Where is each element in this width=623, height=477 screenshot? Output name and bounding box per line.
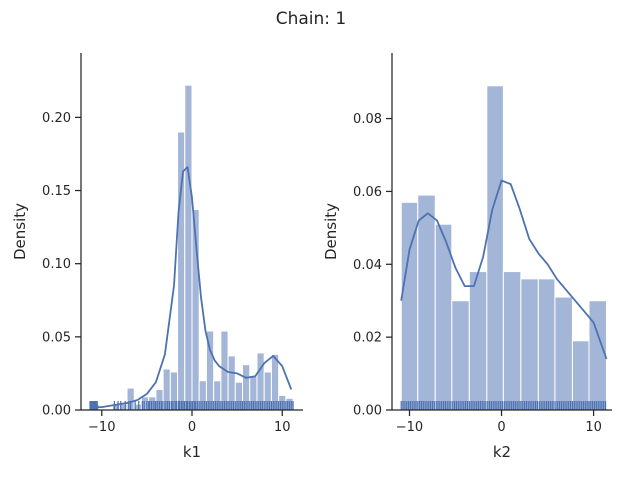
chart-left-rug xyxy=(89,401,294,410)
chart-left-bar-13 xyxy=(184,84,193,411)
chart-left-xtick-label-0: −10 xyxy=(88,420,115,435)
chart-right-xtick-label-1: 0 xyxy=(497,420,505,435)
chart-right-bar-9 xyxy=(554,296,573,411)
chart-right-ylabel: Density xyxy=(322,203,340,260)
chart-right-xtick-label-2: 10 xyxy=(585,420,602,435)
chart-right-ytick-label-0: 0.00 xyxy=(353,404,382,419)
chart-left-ytick-label-4: 0.20 xyxy=(42,111,71,126)
chart-right-bar-4 xyxy=(468,271,488,411)
chart-left-ylabel: Density xyxy=(11,203,29,260)
chart-right-bar-11 xyxy=(588,300,607,411)
chart-right-kde-line xyxy=(400,179,608,360)
chart-left-bar-12 xyxy=(177,131,186,411)
chart-right-bar-8 xyxy=(537,278,556,411)
chart-left-kde-line xyxy=(92,166,293,409)
chart-left-xlabel: k1 xyxy=(183,443,201,461)
chart-right-ytick-label-3: 0.06 xyxy=(353,185,382,200)
chart-right-ytick-label-1: 0.02 xyxy=(353,331,382,346)
chart-left-bars xyxy=(91,84,294,411)
chart-right: 0.00 0.02 0.04 0.06 0.08 −10 0 10 k2 Density xyxy=(322,53,612,461)
chart-left-ytick-label-0: 0.00 xyxy=(42,404,71,419)
chart-right-xtick-label-0: −10 xyxy=(396,420,423,435)
chart-right-ytick-label-2: 0.04 xyxy=(353,258,382,273)
chart-right-rug xyxy=(400,401,607,410)
chart-right-bar-5 xyxy=(486,85,504,411)
chart-right-bar-6 xyxy=(502,271,522,411)
chart-right-bar-7 xyxy=(520,278,539,411)
chart-left-xtick-label-1: 0 xyxy=(188,420,196,435)
chart-left-ytick-label-2: 0.10 xyxy=(42,257,71,272)
chart-right-bar-3 xyxy=(451,300,470,411)
chart-left-ytick-label-3: 0.15 xyxy=(42,184,71,199)
chart-right-bar-10 xyxy=(571,340,590,411)
figure-suptitle: Chain: 1 xyxy=(276,9,347,29)
chart-right-xlabel: k2 xyxy=(493,443,511,461)
chart-right-bar-1 xyxy=(417,194,436,411)
chart-left: 0.00 0.05 0.10 0.15 0.20 −10 0 10 k1 Density xyxy=(11,53,303,461)
chart-left-ytick-label-1: 0.05 xyxy=(42,330,71,345)
chart-right-bars xyxy=(400,85,607,411)
chart-right-ytick-label-4: 0.08 xyxy=(353,112,382,127)
chart-left-xtick-label-2: 10 xyxy=(274,420,291,435)
